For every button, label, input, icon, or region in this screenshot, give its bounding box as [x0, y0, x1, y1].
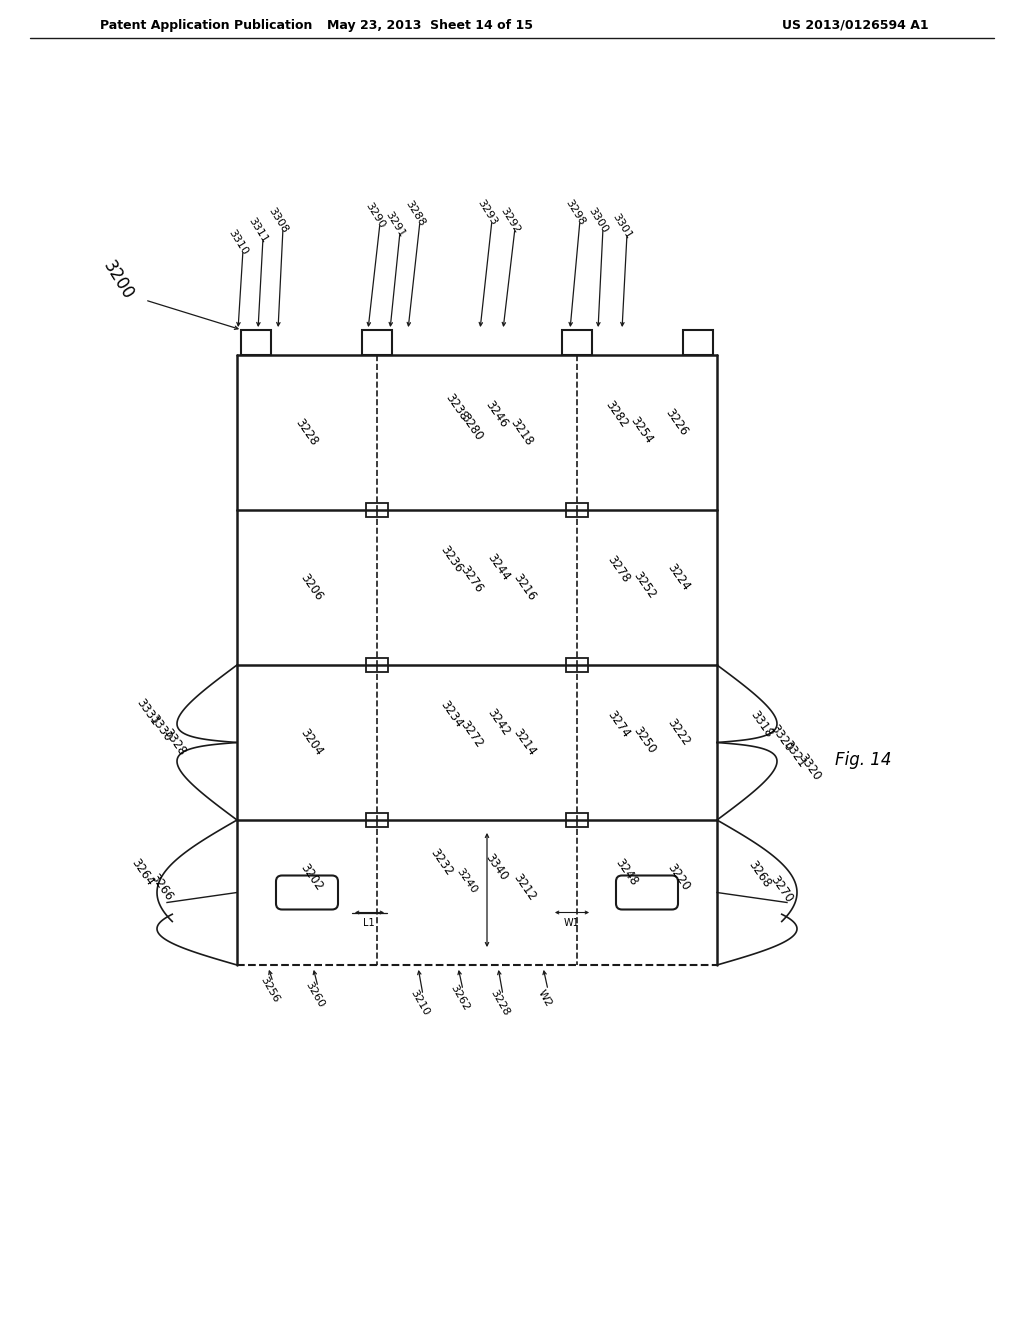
Text: 3321: 3321 [781, 739, 809, 771]
Text: 3232: 3232 [428, 846, 456, 878]
Text: 3228: 3228 [488, 989, 511, 1018]
Text: 3200: 3200 [99, 257, 137, 302]
Text: 3218: 3218 [508, 417, 536, 449]
Text: 3266: 3266 [148, 871, 176, 903]
Text: 3250: 3250 [631, 725, 658, 756]
Text: 3288: 3288 [403, 198, 427, 227]
Text: 3291: 3291 [383, 210, 407, 239]
FancyBboxPatch shape [616, 875, 678, 909]
Bar [562, 330, 592, 355]
Text: 3310: 3310 [226, 227, 250, 256]
Bar [241, 330, 271, 355]
Text: 3204: 3204 [298, 726, 326, 759]
Text: 3246: 3246 [483, 399, 511, 430]
Text: 3214: 3214 [511, 726, 539, 759]
Text: May 23, 2013  Sheet 14 of 15: May 23, 2013 Sheet 14 of 15 [327, 18, 534, 32]
Text: 3280: 3280 [458, 412, 485, 444]
Text: 3301: 3301 [610, 211, 634, 240]
Text: 3216: 3216 [511, 572, 539, 603]
Bar [566, 657, 588, 672]
Text: 3290: 3290 [364, 201, 387, 230]
Text: 3256: 3256 [259, 975, 282, 1005]
Text: 3300: 3300 [587, 206, 609, 235]
Text: 3330: 3330 [146, 713, 174, 744]
Text: W2: W2 [537, 987, 554, 1008]
Text: 3226: 3226 [664, 407, 691, 438]
Bar [683, 330, 713, 355]
Text: 3212: 3212 [511, 871, 539, 903]
Bar [362, 330, 392, 355]
Text: 3320: 3320 [797, 751, 824, 783]
Text: 3272: 3272 [458, 718, 486, 751]
Text: 3202: 3202 [298, 862, 326, 894]
Text: 3270: 3270 [768, 874, 796, 906]
Text: 3318: 3318 [749, 709, 776, 741]
Text: 3282: 3282 [603, 399, 631, 430]
Text: 3210: 3210 [409, 989, 431, 1018]
Text: 3260: 3260 [304, 981, 327, 1010]
Text: 3224: 3224 [666, 561, 693, 594]
Text: 3252: 3252 [631, 570, 658, 602]
Text: 3278: 3278 [605, 553, 633, 585]
Text: Fig. 14: Fig. 14 [835, 751, 892, 770]
Text: 3242: 3242 [485, 706, 513, 738]
Text: 3222: 3222 [666, 717, 693, 748]
Text: 3340: 3340 [483, 851, 511, 883]
Text: 3308: 3308 [266, 206, 290, 235]
Text: 3248: 3248 [613, 857, 641, 888]
Bar [566, 813, 588, 828]
Text: 3254: 3254 [628, 414, 655, 446]
Text: 3292: 3292 [499, 206, 522, 235]
Text: 3206: 3206 [298, 572, 326, 603]
Bar [566, 503, 588, 517]
Bar [366, 813, 388, 828]
Text: 3293: 3293 [475, 198, 499, 227]
FancyBboxPatch shape [276, 875, 338, 909]
Text: 3298: 3298 [563, 197, 587, 227]
Bar [366, 503, 388, 517]
Bar [366, 657, 388, 672]
Text: 3228: 3228 [293, 417, 321, 449]
Text: 3268: 3268 [746, 858, 774, 891]
Text: 3274: 3274 [605, 709, 633, 741]
Text: 3331: 3331 [134, 697, 162, 729]
Text: 3234: 3234 [438, 698, 466, 730]
Text: 3276: 3276 [458, 564, 486, 595]
Text: 3238: 3238 [443, 392, 471, 424]
Text: 3264: 3264 [129, 857, 157, 888]
Text: 3220: 3220 [666, 862, 693, 894]
Text: 3236: 3236 [438, 544, 466, 576]
Text: 3240: 3240 [455, 866, 479, 895]
Text: 3262: 3262 [449, 983, 471, 1012]
Text: 3320: 3320 [768, 722, 796, 754]
Text: 3311: 3311 [247, 215, 269, 244]
Text: US 2013/0126594 A1: US 2013/0126594 A1 [781, 18, 929, 32]
Text: W1: W1 [564, 917, 580, 928]
Text: Patent Application Publication: Patent Application Publication [100, 18, 312, 32]
Text: 3328: 3328 [161, 726, 188, 759]
Text: L1: L1 [364, 917, 375, 928]
Text: 3244: 3244 [485, 552, 513, 583]
